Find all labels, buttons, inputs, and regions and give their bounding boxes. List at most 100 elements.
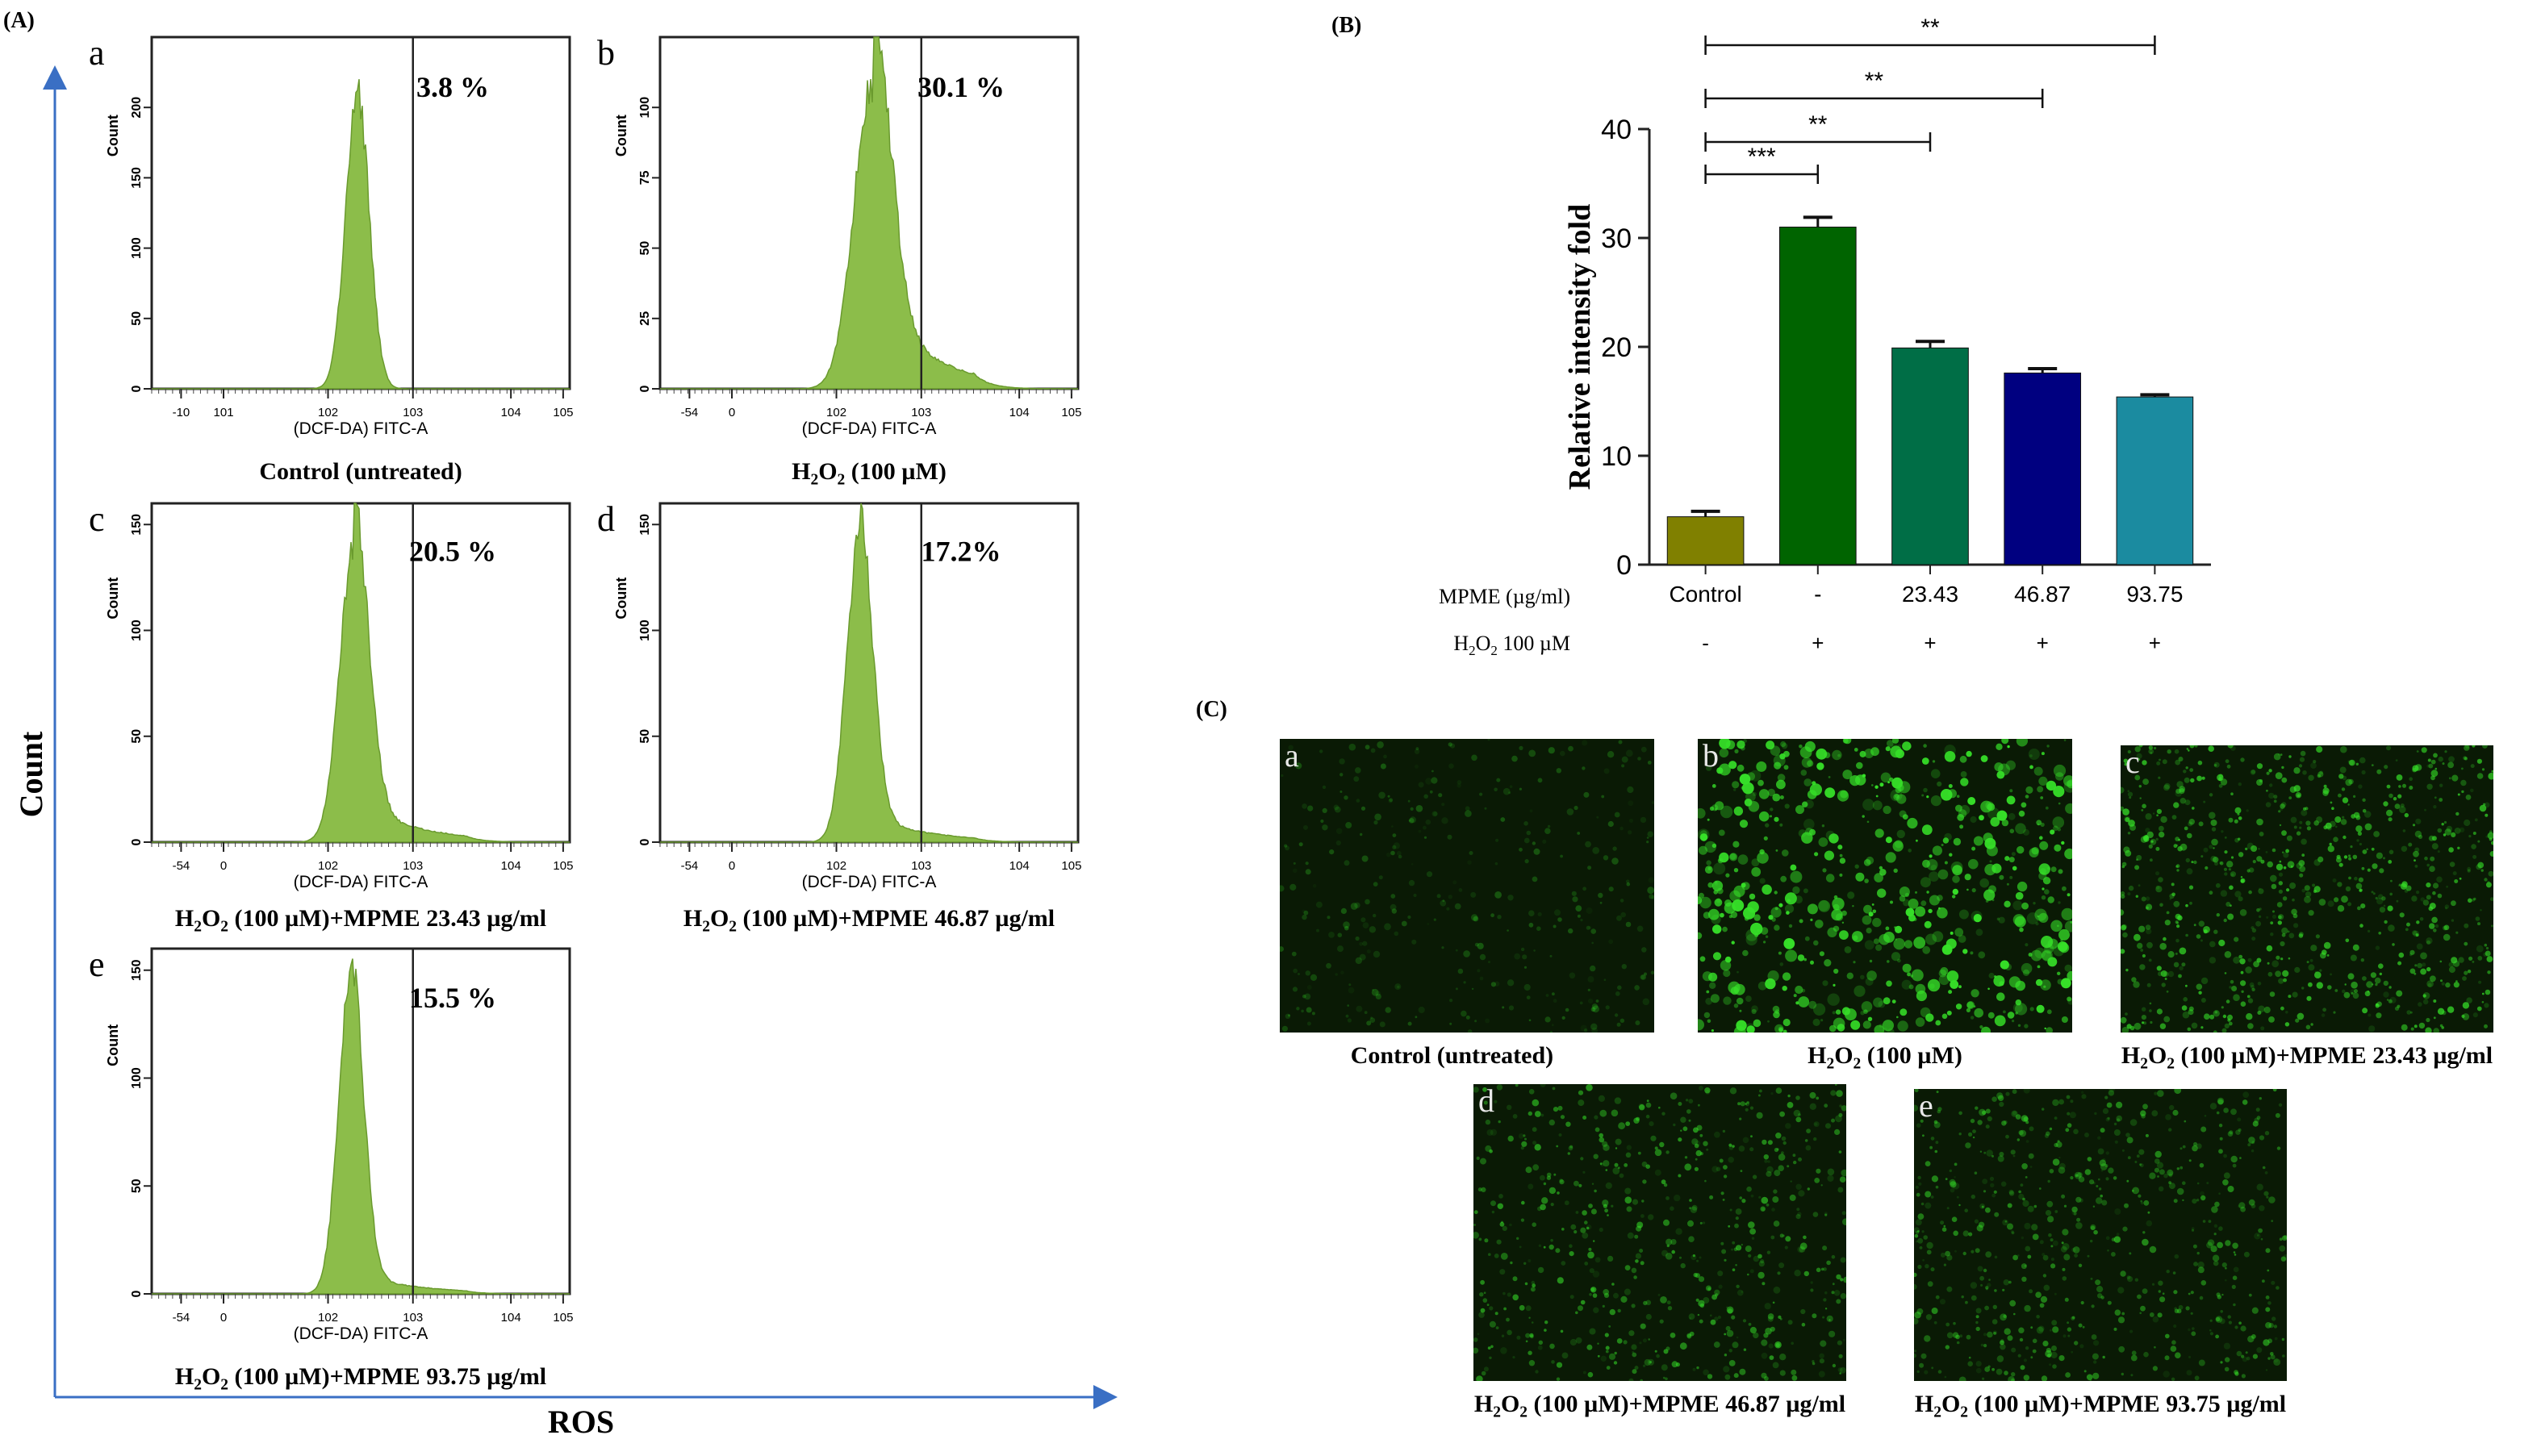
caption-part-suffix: (100 µM) xyxy=(845,458,947,485)
bar-category-label-3: 46.87 xyxy=(2014,582,2071,607)
y-tick-label: 0 xyxy=(130,1290,144,1297)
caption-part-suffix: (100 µM)+MPME 46.87 µg/ml xyxy=(737,905,1055,932)
y-tick-label: 75 xyxy=(638,170,652,185)
caption-part-suffix: (100 µM)+MPME 93.75 µg/ml xyxy=(1968,1391,2286,1417)
sig-label-0: *** xyxy=(1748,144,1776,170)
histogram-distribution xyxy=(660,36,1078,390)
x-tick-label: 102 xyxy=(318,859,338,873)
histogram-letter-c: c xyxy=(89,499,105,539)
bar-category-label-2: 23.43 xyxy=(1902,582,1958,607)
microscopy-image-d: d H2O2 (100 µM)+MPME 46.87 µg/ml xyxy=(1473,1083,1846,1421)
histogram-ylabel: Count xyxy=(105,115,121,156)
microscopy-image-a: a Control (untreated) xyxy=(1280,737,1654,1069)
microscopy-background xyxy=(1280,739,1654,1033)
bar-3 xyxy=(2004,372,2082,565)
bar-4 xyxy=(2116,396,2194,565)
x-tick-label: 102 xyxy=(318,406,338,419)
histogram-a: a 3.8 % 0 50 100 150 200 Count -10 101 102 103 104 10… xyxy=(89,33,573,485)
x-tick-label: 104 xyxy=(501,406,521,419)
caption-part-sub: 2 xyxy=(702,919,710,936)
gate-percent-a: 3.8 % xyxy=(416,71,489,103)
histogram-distribution xyxy=(152,503,570,843)
x-tick-label: 104 xyxy=(1009,859,1030,873)
sig-label-3: ** xyxy=(1920,15,1940,41)
bar-chart: 0 10 20 30 40 Relative intensity fold Control -… xyxy=(1439,15,2211,658)
microscopy-cells xyxy=(1473,1084,1846,1381)
y-tick-label: 50 xyxy=(638,241,652,256)
bar-y-tick-label: 40 xyxy=(1601,115,1632,145)
caption-part-prefix: H xyxy=(2121,1042,2140,1069)
count-axis-label: Count xyxy=(13,731,49,817)
caption-part-suffix: (100 µM) xyxy=(1861,1042,1962,1069)
microscopy-caption-c: H2O2 (100 µM)+MPME 23.43 µg/ml xyxy=(2121,1042,2493,1073)
x-tick-label: 0 xyxy=(220,1311,227,1325)
histogram-c: c 20.5 % 0 50 100 150 Count -54 0 102 103 104 105 (DC… xyxy=(89,499,573,936)
x-tick-label: 105 xyxy=(1061,406,1081,419)
x-tick-label: 105 xyxy=(553,406,573,419)
microscopy-cells xyxy=(1914,1089,2287,1381)
ros-axis-label: ROS xyxy=(548,1404,614,1440)
caption-part-mid: O xyxy=(818,458,837,485)
gate-percent-e: 15.5 % xyxy=(409,982,496,1014)
caption-part-prefix: H xyxy=(792,458,810,485)
y-tick-label: 100 xyxy=(130,237,144,259)
caption-part-suffix: (100 µM)+MPME 93.75 µg/ml xyxy=(228,1363,546,1390)
histogram-xlabel: (DCF-DA) FITC-A xyxy=(294,1325,428,1343)
caption-part-sub: 2 xyxy=(194,919,202,936)
x-tick-label: 103 xyxy=(911,406,931,419)
gate-percent-c: 20.5 % xyxy=(409,535,496,567)
y-tick-label: 25 xyxy=(638,311,652,326)
caption-part-prefix: H xyxy=(1808,1042,1826,1069)
histogram-ylabel: Count xyxy=(105,578,121,620)
microscopy-caption-d: H2O2 (100 µM)+MPME 46.87 µg/ml xyxy=(1474,1391,1845,1421)
gate-percent-b: 30.1 % xyxy=(917,71,1005,103)
caption-part-sub2: 2 xyxy=(838,472,846,489)
x-tick-label: 102 xyxy=(826,406,846,419)
x-tick-label: -54 xyxy=(173,1311,190,1325)
x-tick-label: 103 xyxy=(911,859,931,873)
sig-label-1: ** xyxy=(1808,111,1828,138)
histogram-caption-d: H2O2 (100 µM)+MPME 46.87 µg/ml xyxy=(683,905,1055,936)
y-tick-label: 150 xyxy=(130,514,144,536)
x-tick-label: -10 xyxy=(173,406,190,419)
caption-part-mid: O xyxy=(710,905,729,932)
histogram-letter-d: d xyxy=(597,499,615,539)
h2o2-sign-0: - xyxy=(1702,631,1709,655)
histogram-xlabel: (DCF-DA) FITC-A xyxy=(294,419,428,438)
y-tick-label: 100 xyxy=(130,620,144,641)
microscopy-background xyxy=(1473,1084,1846,1381)
x-tick-label: 104 xyxy=(501,1311,521,1325)
caption-part-prefix: H xyxy=(683,905,702,932)
caption-part-mid: O xyxy=(202,905,220,932)
microscopy-caption-e: H2O2 (100 µM)+MPME 93.75 µg/ml xyxy=(1915,1391,2286,1421)
bar-ylabel: Relative intensity fold xyxy=(1563,204,1597,490)
x-tick-label: 103 xyxy=(403,1311,423,1325)
histogram-letter-b: b xyxy=(597,33,615,73)
x-tick-label: 0 xyxy=(729,406,735,419)
caption-part-suffix: (100 µM)+MPME 46.87 µg/ml xyxy=(1528,1391,1845,1417)
histogram-distribution xyxy=(152,79,570,390)
caption-part-suffix: (100 µM)+MPME 23.43 µg/ml xyxy=(2175,1042,2493,1069)
h2o2-sign-3: + xyxy=(2037,631,2049,655)
bar-y-tick-label: 20 xyxy=(1601,332,1632,363)
histogram-d: d 17.2% 0 50 100 150 Count -54 0 102 103 104 105 (DCF… xyxy=(597,499,1081,936)
caption-part-mid: O xyxy=(1501,1391,1519,1417)
microscopy-cells xyxy=(1698,739,2072,1033)
y-tick-label: 100 xyxy=(638,97,652,119)
bar-y-tick-label: 30 xyxy=(1601,223,1632,254)
y-tick-label: 200 xyxy=(130,97,144,119)
y-tick-label: 150 xyxy=(130,167,144,189)
x-tick-label: 104 xyxy=(501,859,521,873)
histogram-ylabel: Count xyxy=(105,1024,121,1066)
x-tick-label: 103 xyxy=(403,406,423,419)
histogram-distribution xyxy=(660,503,1078,843)
caption-part-mid: O xyxy=(2148,1042,2167,1069)
caption-part-mid: O xyxy=(202,1363,220,1390)
x-tick-label: 101 xyxy=(214,406,234,419)
microscopy-letter-d: d xyxy=(1478,1083,1494,1119)
